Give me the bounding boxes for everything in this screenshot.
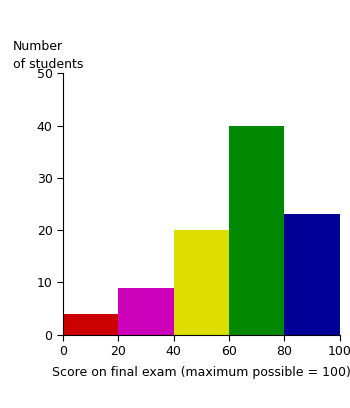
X-axis label: Score on final exam (maximum possible = 100): Score on final exam (maximum possible = … — [52, 366, 350, 379]
Bar — [284, 215, 340, 335]
Bar — [63, 314, 118, 335]
Bar — [118, 288, 174, 335]
Text: of students: of students — [13, 58, 84, 71]
Bar — [229, 126, 284, 335]
Bar — [174, 230, 229, 335]
Text: Number: Number — [13, 40, 63, 53]
